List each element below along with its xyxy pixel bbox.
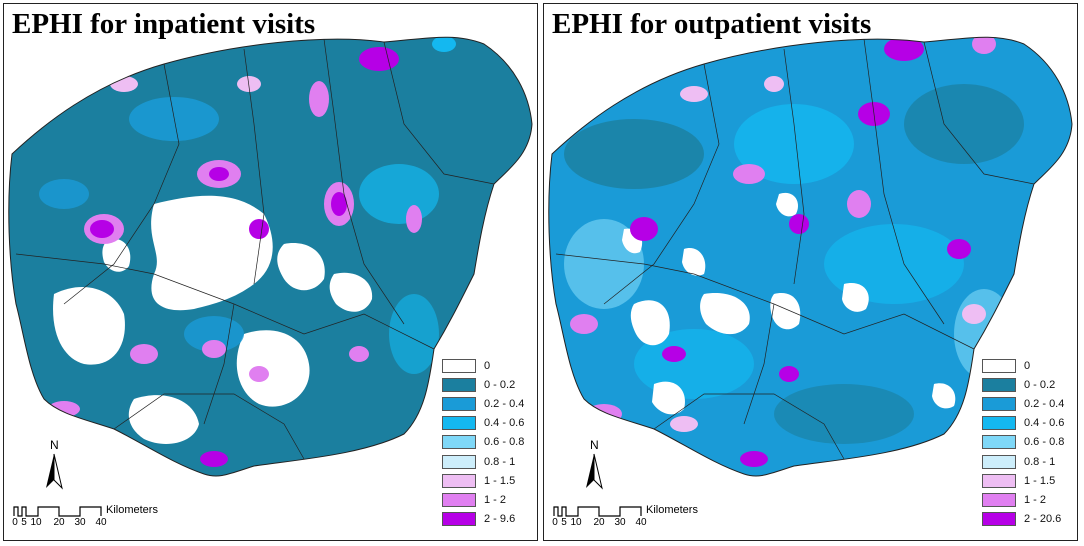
legend-item: 0 - 0.2: [442, 375, 524, 394]
scale-bar: Kilometers 0 5 10 20 30 40: [552, 502, 733, 532]
legend-swatch: [442, 435, 476, 450]
legend: 0 0 - 0.2 0.2 - 0.4 0.4 - 0.6 0.6 - 0.8 …: [982, 356, 1064, 529]
legend-item: 0 - 0.2: [982, 375, 1064, 394]
legend-swatch: [982, 358, 1016, 373]
legend-item: 1 - 2: [442, 490, 524, 509]
scale-tick: 0: [552, 517, 558, 528]
district-boundaries: [15, 38, 495, 460]
legend-swatch: [982, 396, 1016, 411]
legend-swatch: [982, 435, 1016, 450]
panel-title: EPHI for outpatient visits: [552, 8, 872, 40]
legend-swatch: [442, 512, 476, 527]
legend-item: 0.2 - 0.4: [982, 394, 1064, 413]
legend-item: 0.8 - 1: [982, 452, 1064, 471]
legend-label: 0.4 - 0.6: [1024, 417, 1065, 430]
legend-swatch: [442, 473, 476, 488]
scale-unit: Kilometers: [106, 504, 158, 516]
legend-label: 0.6 - 0.8: [1024, 436, 1065, 449]
scale-tick: 30: [614, 517, 626, 528]
legend-label: 0.8 - 1: [1024, 455, 1056, 468]
legend-label: 0.2 - 0.4: [1024, 397, 1065, 410]
scale-tick: 10: [30, 517, 42, 528]
legend-label: 1 - 1.5: [1024, 474, 1056, 487]
scale-tick: 40: [635, 517, 647, 528]
legend-label: 1 - 1.5: [484, 474, 516, 487]
legend-item: 0.4 - 0.6: [982, 414, 1064, 433]
legend-label: 0 - 0.2: [1024, 378, 1056, 391]
north-arrow: N: [42, 438, 72, 494]
coastline: [548, 36, 1073, 477]
legend-label: 0: [484, 359, 491, 372]
legend-swatch: [982, 416, 1016, 431]
legend-item: 1 - 2: [982, 490, 1064, 509]
legend-label: 0.4 - 0.6: [484, 417, 525, 430]
legend-label: 0.8 - 1: [484, 455, 516, 468]
legend-swatch: [982, 473, 1016, 488]
legend-label: 0.2 - 0.4: [484, 397, 525, 410]
legend-swatch: [442, 358, 476, 373]
legend-item: 0.2 - 0.4: [442, 394, 524, 413]
legend-swatch: [442, 377, 476, 392]
legend-label: 0.6 - 0.8: [484, 436, 525, 449]
legend-item: 2 - 20.6: [982, 510, 1064, 529]
scale-tick: 10: [570, 517, 582, 528]
scale-tick: 0: [12, 517, 18, 528]
legend-label: 0 - 0.2: [484, 378, 516, 391]
island-map-inpatient: [8, 36, 533, 477]
legend-item: 0.8 - 1: [442, 452, 524, 471]
north-arrow-icon: [586, 453, 603, 490]
north-arrow-icon: [46, 453, 63, 490]
legend-item: 0: [442, 356, 524, 375]
legend-label: 2 - 20.6: [1024, 513, 1062, 526]
scale-tick: 30: [74, 517, 86, 528]
legend-item: 2 - 9.6: [442, 510, 524, 529]
north-label: N: [50, 438, 59, 452]
legend-item: 0.4 - 0.6: [442, 414, 524, 433]
scale-tick: 20: [53, 517, 65, 528]
legend-swatch: [442, 416, 476, 431]
legend-swatch: [982, 492, 1016, 507]
legend-swatch: [982, 377, 1016, 392]
legend-label: 1 - 2: [1024, 493, 1047, 506]
legend-item: 1 - 1.5: [442, 471, 524, 490]
district-boundaries: [555, 38, 1035, 460]
map-panel-inpatient: EPHI for inpatient visits 0 0 - 0.2 0.2 …: [3, 3, 538, 541]
map-panel-outpatient: EPHI for outpatient visits 0 0 - 0.2 0.2…: [543, 3, 1078, 541]
north-label: N: [590, 438, 599, 452]
legend: 0 0 - 0.2 0.2 - 0.4 0.4 - 0.6 0.6 - 0.8 …: [442, 356, 524, 529]
scale-tick: 5: [561, 517, 567, 528]
legend-item: 0.6 - 0.8: [442, 433, 524, 452]
legend-label: 1 - 2: [484, 493, 507, 506]
panel-title: EPHI for inpatient visits: [12, 8, 316, 40]
scale-bar-graphic: [13, 506, 102, 517]
scale-tick: 5: [21, 517, 27, 528]
legend-swatch: [982, 512, 1016, 527]
scale-tick: 20: [593, 517, 605, 528]
island-map-outpatient: [548, 36, 1073, 477]
scale-unit: Kilometers: [646, 504, 698, 516]
legend-label: 2 - 9.6: [484, 513, 516, 526]
legend-swatch: [442, 396, 476, 411]
legend-swatch: [442, 492, 476, 507]
scale-tick: 40: [95, 517, 107, 528]
scale-bar-graphic: [553, 506, 642, 517]
north-arrow: N: [582, 438, 612, 494]
legend-item: 0.6 - 0.8: [982, 433, 1064, 452]
legend-swatch: [982, 454, 1016, 469]
scale-bar: Kilometers 0 5 10 20 30 40: [12, 502, 193, 532]
legend-item: 0: [982, 356, 1064, 375]
coastline: [8, 36, 533, 477]
legend-item: 1 - 1.5: [982, 471, 1064, 490]
legend-swatch: [442, 454, 476, 469]
legend-label: 0: [1024, 359, 1031, 372]
